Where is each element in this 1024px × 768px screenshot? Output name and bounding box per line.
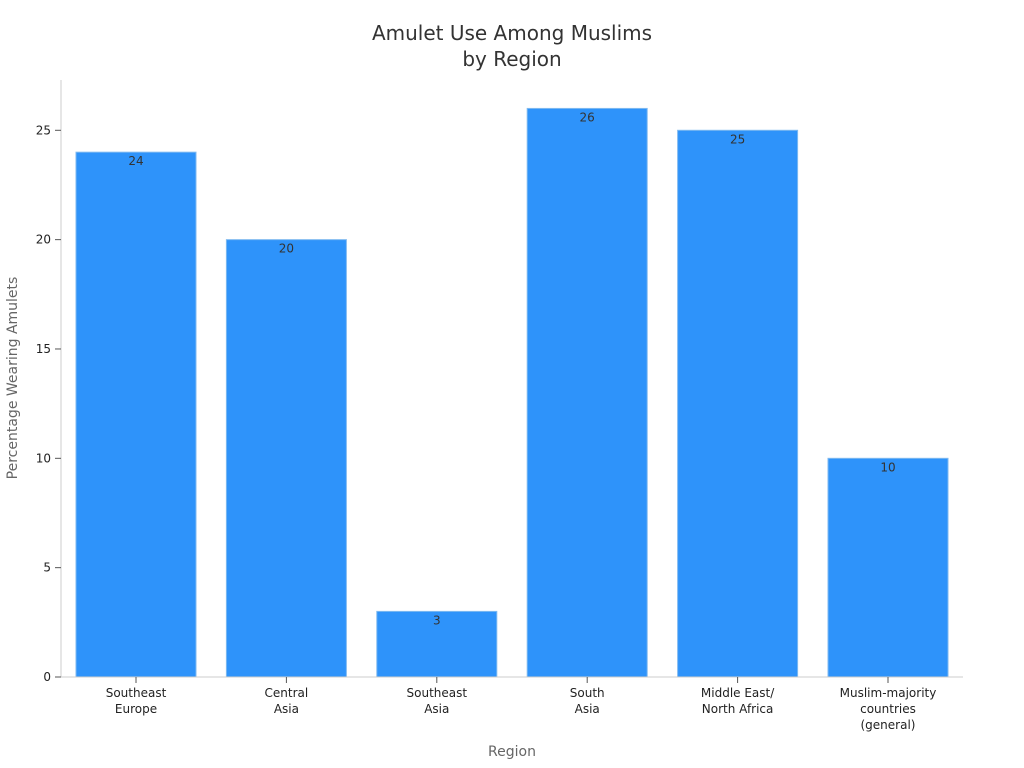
bar-value-label: 26 xyxy=(580,110,595,124)
bar-value-label: 3 xyxy=(433,613,441,627)
x-tick-label: Southeast xyxy=(106,686,167,700)
bar xyxy=(827,457,949,678)
bar xyxy=(75,151,197,678)
y-tick-label: 25 xyxy=(36,123,51,137)
x-tick-label: Asia xyxy=(424,702,449,716)
x-tick-label: Southeast xyxy=(407,686,468,700)
bar xyxy=(526,107,648,678)
x-tick-label: Asia xyxy=(274,702,299,716)
bar xyxy=(677,129,799,678)
bar-value-label: 20 xyxy=(279,242,294,256)
bar xyxy=(376,610,498,678)
y-tick-label: 15 xyxy=(36,342,51,356)
bar-value-label: 24 xyxy=(128,154,143,168)
x-tick-label: Central xyxy=(265,686,309,700)
bar-value-label: 10 xyxy=(880,460,895,474)
chart-title-line: by Region xyxy=(462,47,561,71)
bar-value-label: 25 xyxy=(730,132,745,146)
y-tick-label: 10 xyxy=(36,451,51,465)
x-tick-label: countries xyxy=(860,702,916,716)
chart-title-line: Amulet Use Among Muslims xyxy=(372,21,652,45)
x-axis-label: Region xyxy=(488,744,536,760)
data-labels-group: 24 20 3 26 25 10 xyxy=(128,110,895,627)
x-tick-label: Muslim-majority xyxy=(840,686,937,700)
bars-group xyxy=(75,107,949,678)
y-tick-label: 0 xyxy=(43,670,51,684)
y-axis: 0 5 10 15 20 25 xyxy=(36,80,62,684)
x-tick-label: Middle East/ xyxy=(701,686,775,700)
x-axis: Southeast Europe Central Asia Southeast Asia S… xyxy=(61,676,963,732)
bar xyxy=(225,239,347,678)
y-axis-label: Percentage Wearing Amulets xyxy=(5,277,21,480)
x-tick-label: North Africa xyxy=(702,702,774,716)
x-tick-label: Europe xyxy=(115,702,157,716)
x-tick-label: (general) xyxy=(861,718,916,732)
x-tick-label: Asia xyxy=(575,702,600,716)
y-tick-label: 20 xyxy=(36,233,51,247)
y-tick-label: 5 xyxy=(43,561,51,575)
x-tick-label: South xyxy=(570,686,605,700)
